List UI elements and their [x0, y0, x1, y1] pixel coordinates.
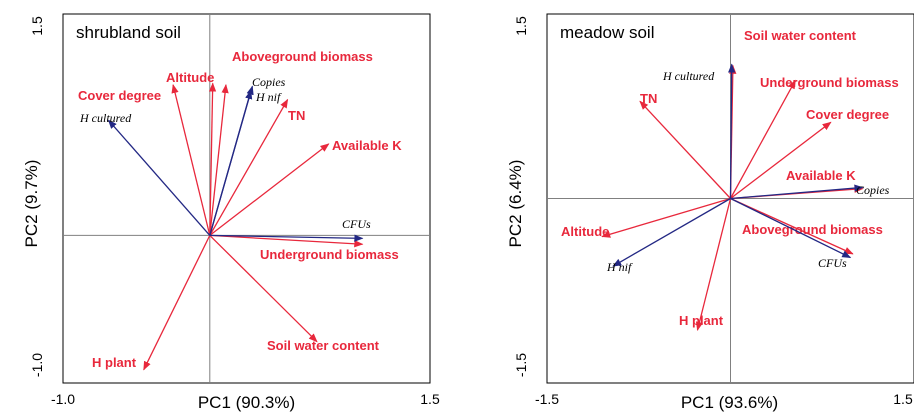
y-axis-title: PC2 (9.7%)	[22, 160, 41, 248]
species-vector-h-nif	[209, 89, 253, 236]
species-label-h-nif: H nif	[606, 260, 633, 274]
y-axis-title: PC2 (6.4%)	[506, 160, 525, 248]
env-vector-underground-biomass	[729, 79, 796, 199]
env-label-underground-biomass: Underground biomass	[260, 247, 399, 262]
env-label-aboveground-biomass: Aboveground biomass	[742, 222, 883, 237]
plot-frame	[62, 13, 431, 384]
y-tick-label: -1.0	[29, 353, 45, 377]
env-vector-aboveground-biomass	[209, 83, 229, 236]
shrubland-panel: shrubland soil -1.0 1.5 1.5 -1.0 PC1 (90.3%) P…	[22, 13, 440, 412]
species-vector-copies	[730, 184, 864, 200]
env-vector-aboveground-biomass	[730, 197, 854, 255]
x-tick-label: 1.5	[420, 391, 440, 407]
species-label-cfus: CFUs	[818, 256, 847, 270]
species-label-copies: Copies	[252, 75, 286, 89]
env-label-h-plant: H plant	[679, 313, 724, 328]
env-label-h-plant: H plant	[92, 355, 137, 370]
env-vector-altitude	[208, 82, 217, 236]
env-label-cover-degree: Cover degree	[78, 88, 161, 103]
panel-title: shrubland soil	[76, 23, 181, 42]
species-vector-h-cultured	[107, 119, 211, 236]
env-vector-altitude	[601, 197, 731, 238]
species-label-cfus: CFUs	[342, 217, 371, 231]
env-label-aboveground-biomass: Aboveground biomass	[232, 49, 373, 64]
env-label-cover-degree: Cover degree	[806, 107, 889, 122]
env-label-available-k: Available K	[332, 138, 402, 153]
x-axis-title: PC1 (93.6%)	[681, 393, 778, 412]
env-vector-tn	[209, 98, 289, 236]
species-vector-cfus	[730, 197, 852, 259]
y-tick-label: -1.5	[513, 353, 529, 377]
env-vector-h-plant	[695, 198, 732, 331]
x-tick-label: -1.5	[535, 391, 559, 407]
env-vector-h-plant	[143, 235, 211, 371]
x-tick-label: 1.5	[893, 391, 913, 407]
env-vector-underground-biomass	[209, 234, 364, 248]
env-label-altitude: Altitude	[561, 224, 609, 239]
env-label-altitude: Altitude	[166, 70, 214, 85]
x-axis-title: PC1 (90.3%)	[198, 393, 295, 412]
species-label-h-cultured: H cultured	[662, 69, 715, 83]
species-label-copies: Copies	[856, 183, 890, 197]
species-vector-h-nif	[612, 197, 731, 267]
panel-title: meadow soil	[560, 23, 655, 42]
species-label-h-nif: H nif	[255, 90, 282, 104]
env-label-underground-biomass: Underground biomass	[760, 75, 899, 90]
env-label-tn: TN	[640, 91, 657, 106]
env-label-soil-water-content: Soil water content	[744, 28, 857, 43]
y-tick-label: 1.5	[29, 16, 45, 36]
species-label-h-cultured: H cultured	[79, 111, 132, 125]
y-tick-label: 1.5	[513, 16, 529, 36]
env-vector-cover-degree	[171, 83, 211, 236]
env-vector-cover-degree	[730, 121, 832, 200]
env-vector-tn	[639, 100, 731, 199]
env-vector-available-k	[209, 143, 330, 236]
species-vector-h-cultured	[728, 63, 736, 199]
species-vector-cfus	[209, 234, 364, 242]
x-tick-label: -1.0	[51, 391, 75, 407]
meadow-panel: meadow soil -1.5 1.5 1.5 -1.5 PC1 (93.6%) PC2 …	[506, 13, 914, 412]
env-label-available-k: Available K	[786, 168, 856, 183]
env-vector-soil-water-content	[209, 234, 318, 343]
env-label-soil-water-content: Soil water content	[267, 338, 380, 353]
env-label-tn: TN	[288, 108, 305, 123]
